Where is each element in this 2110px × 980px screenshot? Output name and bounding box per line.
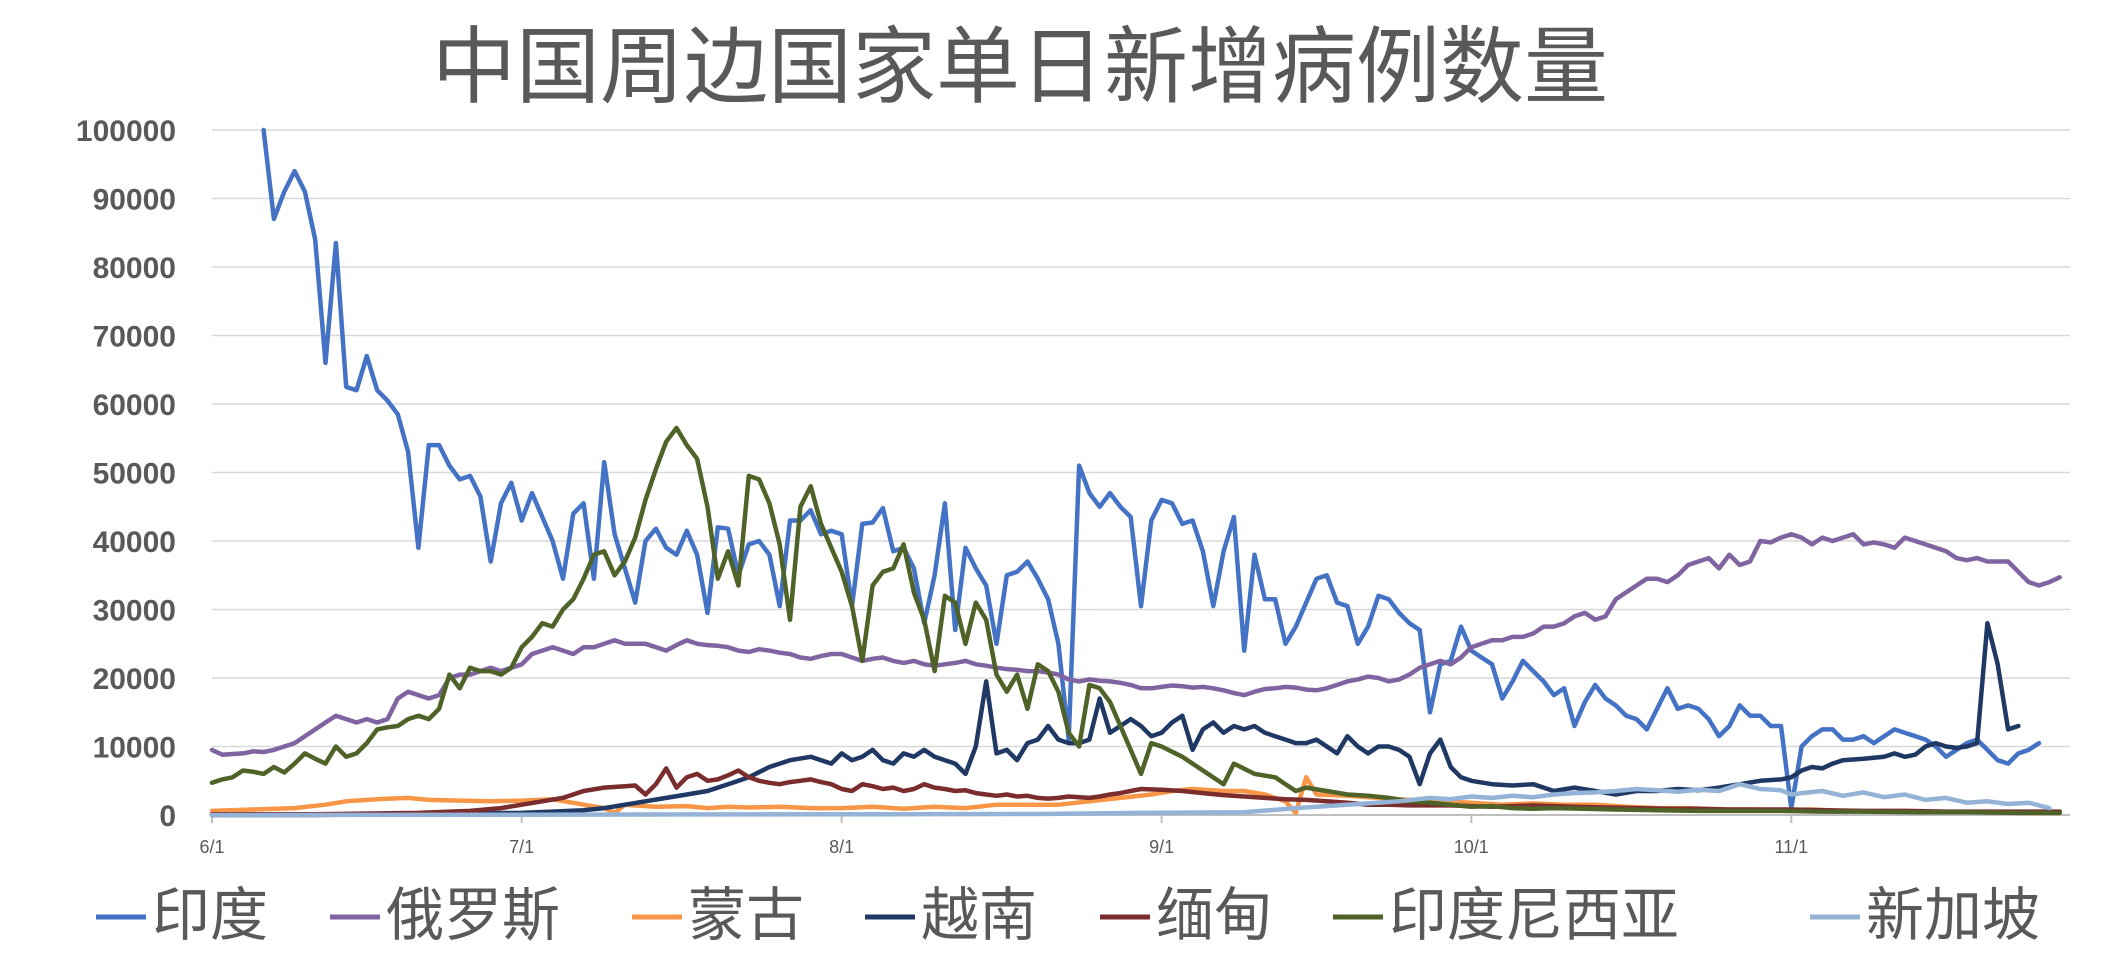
series-line-0 bbox=[261, 127, 2042, 811]
series-line-5 bbox=[209, 425, 2062, 816]
legend-label: 印度尼西亚 bbox=[1389, 881, 1679, 949]
gridlines bbox=[212, 129, 2070, 816]
legend-item: 印度 bbox=[96, 881, 268, 949]
series-line-3 bbox=[209, 620, 2021, 818]
series-line-1 bbox=[209, 531, 2062, 757]
y-tick-label: 30000 bbox=[93, 595, 176, 628]
series-line-6 bbox=[209, 781, 2052, 818]
legend-item: 俄罗斯 bbox=[330, 881, 560, 949]
legend-item: 蒙古 bbox=[632, 881, 804, 949]
legend-item: 缅甸 bbox=[1100, 881, 1272, 949]
series-line-4 bbox=[209, 766, 2062, 817]
legend-label: 印度 bbox=[152, 881, 268, 949]
x-axis-ticks: 6/1 7/1 8/1 9/1 10/1 11/1 bbox=[199, 815, 1808, 857]
x-tick-label: 10/1 bbox=[1454, 837, 1489, 857]
y-tick-label: 90000 bbox=[93, 184, 176, 217]
legend-item: 新加坡 bbox=[1810, 881, 2040, 949]
chart-title: 中国周边国家单日新增病例数量 bbox=[432, 18, 1608, 116]
y-tick-label: 100000 bbox=[76, 115, 176, 148]
legend-label: 新加坡 bbox=[1866, 881, 2040, 949]
x-tick-label: 8/1 bbox=[829, 837, 854, 857]
x-tick-label: 9/1 bbox=[1149, 837, 1174, 857]
series-lines bbox=[209, 127, 2062, 818]
y-tick-label: 0 bbox=[159, 800, 176, 833]
legend-label: 俄罗斯 bbox=[386, 881, 560, 949]
y-tick-label: 50000 bbox=[93, 458, 176, 491]
y-axis-ticks: 0 10000 20000 30000 40000 50000 60000 70000 8000… bbox=[76, 115, 176, 833]
legend-item: 印度尼西亚 bbox=[1333, 881, 1679, 949]
y-tick-label: 10000 bbox=[93, 732, 176, 765]
y-tick-label: 70000 bbox=[93, 321, 176, 354]
x-tick-label: 6/1 bbox=[199, 837, 224, 857]
legend-label: 蒙古 bbox=[688, 881, 804, 949]
y-tick-label: 40000 bbox=[93, 526, 176, 559]
x-tick-label: 7/1 bbox=[509, 837, 534, 857]
legend: 印度 俄罗斯 蒙古 越南 缅甸 印度尼西亚 新加坡 bbox=[96, 881, 2040, 949]
x-tick-label: 11/1 bbox=[1774, 837, 1808, 857]
y-tick-label: 60000 bbox=[93, 389, 176, 422]
y-tick-label: 20000 bbox=[93, 663, 176, 696]
legend-label: 缅甸 bbox=[1156, 881, 1272, 949]
y-tick-label: 80000 bbox=[93, 252, 176, 285]
legend-label: 越南 bbox=[921, 881, 1037, 949]
legend-item: 越南 bbox=[865, 881, 1037, 949]
